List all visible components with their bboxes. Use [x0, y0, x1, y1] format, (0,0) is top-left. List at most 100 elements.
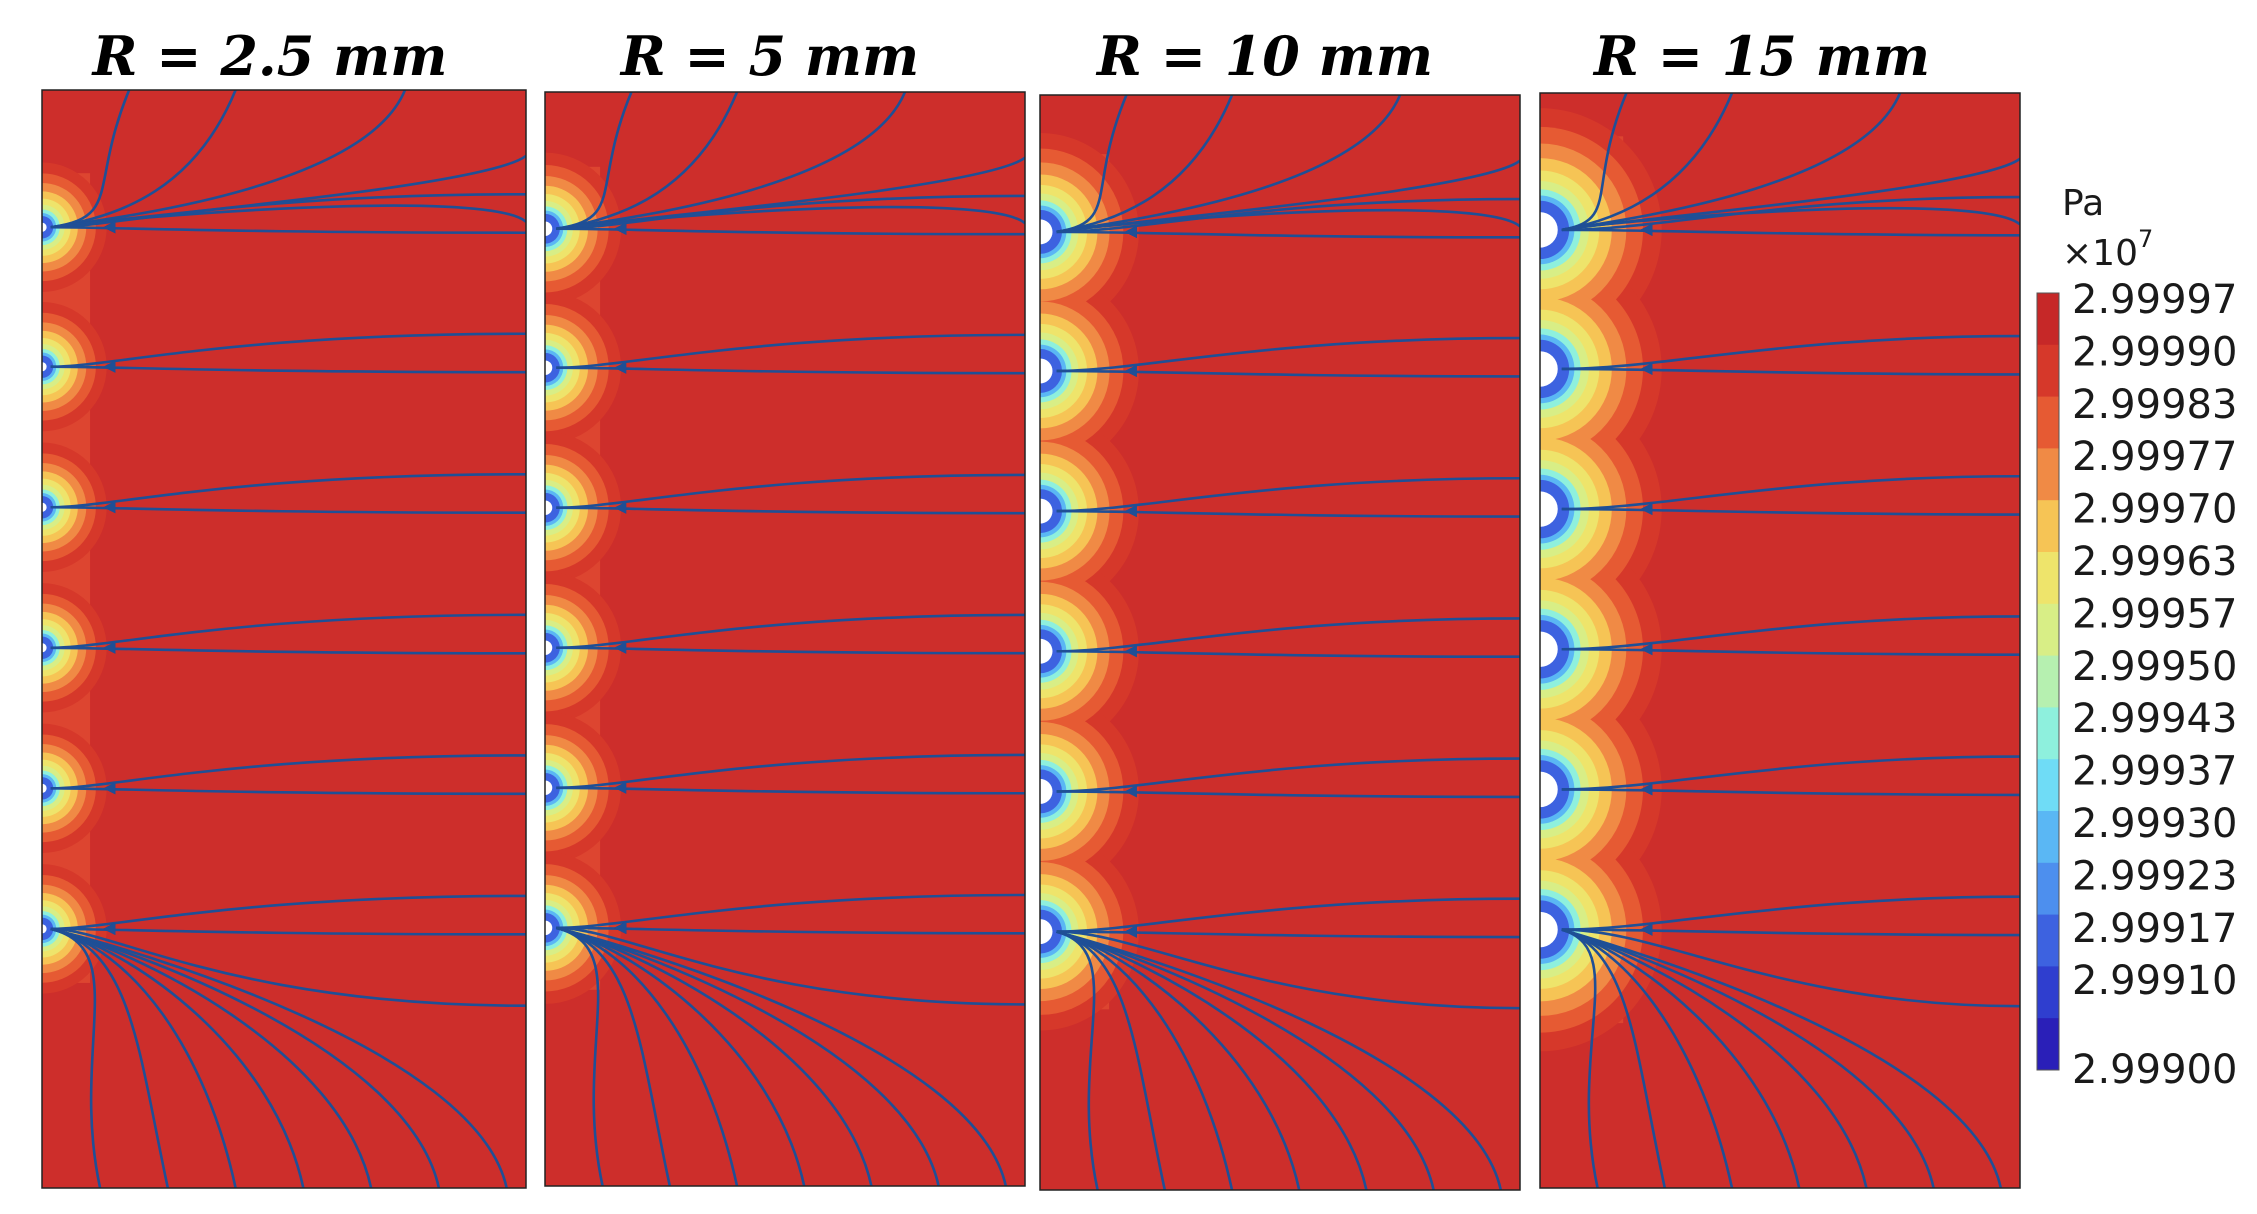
streamline-arrow	[1124, 364, 1137, 377]
streamline	[1561, 928, 2003, 1188]
hole	[545, 780, 553, 796]
panel-border	[544, 91, 1026, 1187]
pressure-contour	[545, 632, 560, 663]
streamline	[556, 613, 1025, 650]
hole	[1040, 498, 1053, 524]
pressure-field	[1040, 95, 1520, 1190]
pressure-field	[42, 90, 526, 1188]
streamline-arrow	[614, 641, 627, 654]
colorbar-segment	[2037, 293, 2059, 346]
streamline-arrow	[614, 361, 627, 374]
streamline	[555, 926, 672, 1186]
streamline	[1561, 647, 2020, 657]
streamline	[1561, 895, 2020, 931]
pressure-contour	[42, 355, 54, 378]
streamline	[50, 927, 508, 1188]
colorbar-tick-label: 2.99930	[2072, 801, 2237, 847]
streamline	[555, 926, 739, 1186]
pressure-field	[545, 92, 1025, 1186]
hole	[1040, 778, 1053, 804]
streamline	[1561, 507, 2020, 516]
hole	[42, 924, 47, 934]
hole	[1540, 631, 1558, 668]
colorbar-border	[2036, 292, 2060, 1071]
hole	[545, 920, 553, 936]
streamline	[1561, 474, 2020, 511]
streamline-arrow	[1640, 503, 1653, 516]
streamline	[555, 926, 1008, 1186]
streamline	[1056, 476, 1520, 513]
panels-group: R = 2.5 mm R = 5 mm R = 10 mm R = 15 mm	[41, 24, 2021, 1191]
streamline	[555, 926, 604, 1186]
streamline	[1561, 928, 2020, 1008]
streamline	[1561, 788, 2020, 797]
streamline-arrow	[103, 922, 116, 935]
streamline	[50, 927, 526, 1008]
streamline-arrow	[1640, 223, 1653, 236]
colorbar-tick-labels: 2.99997 2.99990 2.99983 2.99977 2.99970 2.999…	[2072, 277, 2237, 1093]
streamline	[50, 332, 526, 368]
hole	[1540, 491, 1558, 527]
panel-title: R = 5 mm	[619, 24, 919, 88]
streamline	[50, 927, 237, 1188]
pressure-contour	[42, 917, 54, 941]
field-background	[545, 92, 1025, 1186]
pressure-contour	[42, 496, 54, 519]
pressure-contour	[545, 352, 560, 383]
colorbar-segment	[2037, 862, 2059, 916]
colorbar-segment	[2037, 603, 2059, 657]
colorbar-segment	[2037, 759, 2059, 812]
streamline	[1056, 930, 1520, 939]
streamline	[50, 927, 102, 1188]
streamline-arrow	[1124, 645, 1137, 658]
hole	[42, 502, 47, 512]
hole	[1540, 351, 1558, 387]
hole	[1040, 638, 1053, 664]
panel-4: R = 15 mm	[1539, 24, 2021, 1189]
streamline	[556, 646, 1025, 655]
streamline	[50, 646, 526, 655]
colorbar-tick-label: 2.99943	[2072, 696, 2237, 742]
colorbar-segments	[2036, 292, 2060, 1071]
streamline	[1056, 930, 1503, 1190]
hole	[42, 783, 47, 793]
panel-title: R = 2.5 mm	[91, 24, 448, 88]
colorbar-tick-label: 2.99997	[2072, 277, 2237, 323]
streamline	[556, 473, 1025, 510]
streamline-arrow	[103, 782, 116, 795]
pressure-contour	[42, 216, 54, 239]
hole	[42, 362, 47, 372]
streamline-arrow	[1640, 923, 1653, 936]
colorbar-segment	[2037, 448, 2059, 501]
streamline	[1056, 930, 1099, 1190]
colorbar-tick-label: 2.99977	[2072, 434, 2237, 480]
hole	[545, 500, 553, 515]
streamline	[50, 365, 526, 374]
panel-title: R = 10 mm	[1095, 24, 1433, 88]
panel-border	[41, 89, 527, 1189]
colorbar-multiplier: ×107	[2062, 225, 2153, 274]
colorbar-segment	[2037, 707, 2059, 760]
colorbar-segment	[2037, 655, 2059, 708]
pressure-field	[1540, 93, 2020, 1188]
halo-band	[42, 173, 91, 983]
streamline	[50, 473, 526, 509]
streamline	[555, 926, 806, 1186]
colorbar-segment	[2037, 344, 2059, 398]
pressure-contour	[545, 772, 560, 803]
streamline	[50, 505, 526, 515]
colorbar-tick-label: 2.99900	[2072, 1047, 2237, 1093]
streamline	[1056, 897, 1520, 933]
streamline-arrow	[614, 781, 627, 794]
streamline	[1056, 790, 1520, 799]
panel-border	[1039, 94, 1521, 1191]
streamline	[1056, 208, 1520, 234]
streamline	[1561, 928, 1667, 1188]
streamline	[1561, 928, 1599, 1188]
streamline	[1561, 195, 2020, 232]
streamline	[50, 225, 526, 235]
streamline	[50, 754, 526, 790]
streamline	[50, 787, 526, 796]
streamline-arrow	[614, 501, 627, 514]
hole	[1540, 212, 1558, 248]
